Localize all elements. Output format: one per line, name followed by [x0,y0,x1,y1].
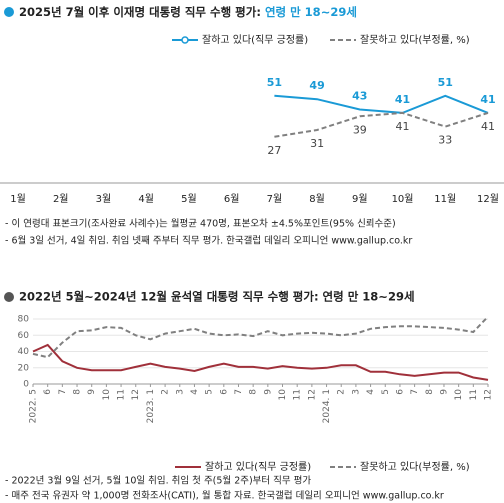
data-label: 49 [309,79,324,92]
data-label: 51 [267,76,282,89]
x-tick-label: 7 [234,389,244,395]
y-tick-label: 0 [23,380,29,390]
x-tick-label: 2월 [53,193,69,205]
data-label: 27 [267,144,281,157]
title-dot [4,292,14,302]
legend-label: 잘못하고 있다(부정률, %) [360,33,470,46]
x-tick-label: 2022. 5 [29,389,39,423]
x-tick-label: 2 [337,389,347,395]
data-label: 43 [352,89,367,102]
data-label: 33 [438,134,452,147]
y-tick-label: 40 [18,347,30,357]
x-tick-label: 8 [249,389,259,395]
x-tick-label: 7 [58,389,68,395]
x-tick-label: 6 [43,389,53,395]
series-line [32,315,489,359]
x-tick-label: 4 [190,389,200,395]
x-tick-label: 11 [293,389,303,400]
x-tick-label: 12월 [477,193,499,205]
x-tick-label: 2024. 1 [322,389,332,423]
y-tick-label: 20 [18,363,30,373]
data-label: 41 [396,120,410,133]
y-tick-label: 60 [18,331,30,341]
x-tick-label: 11 [117,389,127,400]
x-tick-label: 9 [263,389,273,395]
legend-label: 잘하고 있다(직무 긍정률) [205,460,311,473]
chart-title: 2025년 7월 이후 이재명 대통령 직무 수행 평가: 연령 만 18~29… [19,5,357,19]
x-tick-label: 6 [395,389,405,395]
footnote: - 2022년 3월 9일 선거, 5월 10일 취임. 취임 첫 주(5월 2… [5,475,311,487]
footnote: - 매주 전국 유권자 약 1,000명 전화조사(CATI), 월 통합 자료… [5,490,444,502]
data-label: 41 [395,93,410,106]
x-tick-label: 6 [219,389,229,395]
x-tick-label: 5월 [181,193,197,205]
x-tick-label: 9 [87,389,97,395]
x-tick-label: 11월 [434,193,456,205]
x-tick-label: 2 [161,389,171,395]
x-tick-label: 12 [307,389,317,400]
x-tick-label: 12 [484,389,494,400]
legend-marker [181,36,189,44]
series-line [274,111,489,138]
series-line [32,343,489,381]
data-label: 31 [310,137,324,150]
data-label: 41 [481,120,495,133]
legend-label: 잘못하고 있다(부정률, %) [360,460,470,473]
x-tick-label: 2023. 1 [146,389,156,423]
x-tick-label: 9월 [352,193,368,205]
x-tick-label: 10 [278,389,288,401]
title-main: 2025년 7월 이후 이재명 대통령 직무 수행 평가: [19,5,261,19]
x-tick-label: 7월 [267,193,283,205]
series-line [274,94,489,114]
x-tick-label: 8월 [309,193,325,205]
legend-label: 잘하고 있다(직무 긍정률) [202,33,308,46]
x-tick-label: 5 [205,389,215,395]
x-tick-label: 4 [366,389,376,395]
x-tick-label: 1월 [10,193,26,205]
x-tick-label: 11 [469,389,479,400]
x-tick-label: 8 [425,389,435,395]
x-tick-label: 3 [351,389,361,395]
chart-title: 2022년 5월~2024년 12월 윤석열 대통령 직무 수행 평가: 연령 … [19,290,415,304]
x-tick-label: 8 [73,389,83,395]
x-tick-label: 10월 [392,193,414,205]
x-tick-label: 3월 [96,193,112,205]
x-tick-label: 9 [439,389,449,395]
y-tick-label: 80 [18,315,30,325]
x-tick-label: 3 [175,389,185,395]
data-label: 51 [438,76,453,89]
footnote: - 이 연령대 표본크기(조사완료 사례수)는 월평균 470명, 표본오차 ±… [5,218,396,230]
data-label: 39 [353,123,367,136]
x-tick-label: 6월 [224,193,240,205]
x-tick-label: 7 [410,389,420,395]
x-tick-label: 5 [381,389,391,395]
x-tick-label: 12 [131,389,141,400]
title-highlight: 연령 만 18~29세 [265,5,357,19]
x-tick-label: 4월 [138,193,154,205]
x-tick-label: 10 [102,389,112,401]
footnote: - 6월 3일 선거, 4일 취임. 취임 넷째 주부터 직무 평가. 한국갤럽… [5,235,412,247]
title-dot [4,7,14,17]
data-label: 41 [480,93,495,106]
x-tick-label: 10 [454,389,464,401]
